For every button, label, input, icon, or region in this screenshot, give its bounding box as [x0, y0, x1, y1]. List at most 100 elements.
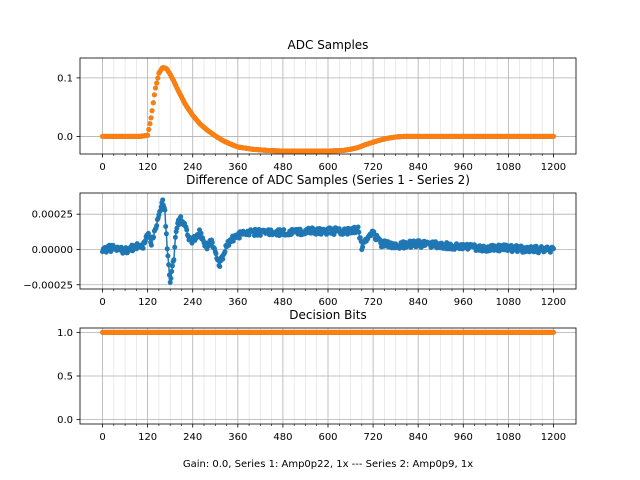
x-tick-label: 360 — [228, 162, 247, 173]
data-point — [168, 275, 174, 281]
subplot-1: 0 120 240 360 480 600 720 840 960 1080 1200 0.0 0.1 A… — [57, 38, 577, 173]
x-tick-label: 360 — [228, 432, 247, 443]
data-point — [147, 121, 153, 127]
y-tick-label: 0.1 — [57, 73, 73, 84]
x-tick-label: 960 — [454, 297, 473, 308]
plot-area — [100, 65, 556, 154]
data-point — [146, 127, 152, 132]
data-point — [149, 108, 155, 114]
data-point — [167, 279, 173, 285]
x-tick-label: 0 — [99, 162, 105, 173]
x-tick-label: 720 — [364, 432, 383, 443]
data-point — [153, 85, 158, 91]
x-tick-label: 0 — [99, 432, 105, 443]
x-axis-label: Gain: 0.0, Series 1: Amp0p22, 1x --- Ser… — [183, 459, 473, 470]
data-point — [217, 264, 223, 269]
y-tick-label: 0.00025 — [32, 210, 73, 221]
data-point — [165, 253, 171, 259]
data-point — [155, 75, 161, 81]
data-point — [163, 231, 169, 237]
data-point — [172, 244, 178, 250]
data-point — [213, 251, 219, 257]
subplot-title: Decision Bits — [289, 308, 366, 322]
x-tick-label: 960 — [454, 162, 473, 173]
x-tick-label: 840 — [409, 162, 428, 173]
data-point — [220, 256, 226, 262]
data-point — [140, 245, 146, 251]
x-tick-label: 840 — [409, 432, 428, 443]
x-tick-label: 720 — [364, 297, 383, 308]
y-tick-label: 0.00000 — [32, 245, 73, 256]
subplot-title: ADC Samples — [288, 38, 369, 52]
data-point — [164, 246, 170, 252]
x-tick-label: 480 — [273, 162, 292, 173]
data-point — [360, 244, 366, 250]
data-point — [257, 232, 263, 238]
subplot-2: 0 120 240 360 480 600 720 840 960 1080 1200 −0.0002… — [23, 173, 577, 308]
data-point — [160, 197, 166, 203]
x-tick-label: 240 — [183, 432, 202, 443]
y-tick-label: 0.0 — [57, 132, 73, 143]
data-point — [281, 227, 287, 233]
data-point — [171, 257, 177, 263]
data-point — [551, 133, 556, 139]
x-tick-label: 1080 — [496, 432, 521, 443]
data-point — [148, 115, 154, 121]
x-tick-label: 600 — [318, 432, 337, 443]
y-tick-label: −0.00025 — [23, 280, 73, 291]
y-tick-label: 0.0 — [57, 415, 73, 426]
x-tick-label: 480 — [273, 432, 292, 443]
subplot-3: 0 120 240 360 480 600 720 840 960 1080 1200 0.0 0.5 1… — [57, 308, 577, 470]
x-tick-label: 120 — [138, 162, 157, 173]
x-tick-label: 1080 — [496, 297, 521, 308]
axes-frame — [79, 192, 577, 290]
data-point — [142, 238, 148, 243]
x-tick-label: 1200 — [541, 297, 566, 308]
data-point — [145, 132, 151, 138]
data-point — [184, 227, 190, 233]
x-tick-label: 120 — [138, 432, 157, 443]
x-tick-label: 480 — [273, 297, 292, 308]
x-tick-label: 960 — [454, 432, 473, 443]
data-point — [551, 246, 556, 252]
data-point — [154, 223, 160, 229]
data-point — [174, 225, 180, 231]
y-tick-label: 1.0 — [57, 328, 73, 339]
plot-area — [100, 197, 556, 285]
data-point — [324, 230, 330, 236]
y-tick-label: 0.5 — [57, 372, 73, 383]
data-point — [148, 242, 154, 248]
data-point — [162, 207, 168, 213]
data-point — [163, 224, 169, 229]
data-point — [222, 249, 228, 255]
axes-frame — [79, 327, 577, 425]
data-point — [169, 269, 175, 274]
x-tick-label: 600 — [318, 162, 337, 173]
data-point — [150, 100, 156, 106]
data-point — [356, 229, 362, 235]
data-point — [178, 214, 184, 220]
x-tick-label: 1080 — [496, 162, 521, 173]
data-point — [236, 235, 242, 241]
subplot-title: Difference of ADC Samples (Series 1 - Se… — [186, 173, 470, 187]
data-point — [151, 234, 157, 240]
x-tick-label: 120 — [138, 297, 157, 308]
x-tick-label: 0 — [99, 297, 105, 308]
data-point — [209, 240, 215, 246]
x-tick-label: 600 — [318, 297, 337, 308]
data-point — [169, 263, 175, 269]
x-tick-label: 360 — [228, 297, 247, 308]
data-point — [172, 234, 178, 240]
data-point — [252, 226, 258, 232]
x-tick-label: 720 — [364, 162, 383, 173]
x-tick-label: 1200 — [541, 432, 566, 443]
x-tick-label: 240 — [183, 297, 202, 308]
data-point — [154, 80, 160, 86]
x-tick-label: 840 — [409, 297, 428, 308]
data-point — [151, 92, 157, 98]
x-tick-label: 1200 — [541, 162, 566, 173]
data-point — [198, 230, 204, 236]
x-tick-label: 240 — [183, 162, 202, 173]
data-point — [157, 208, 163, 214]
